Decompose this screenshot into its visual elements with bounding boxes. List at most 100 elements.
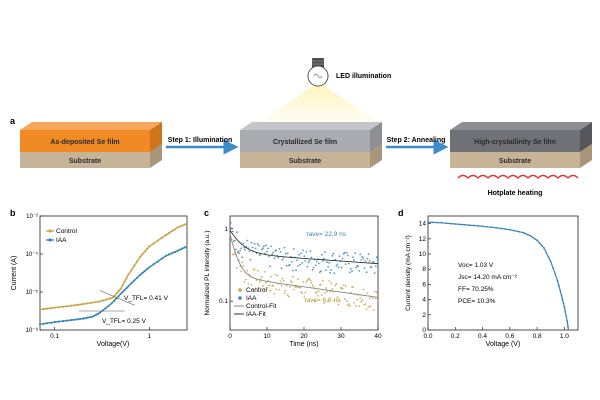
data-point-c-iaa (365, 271, 368, 274)
panel-b-label: b (10, 208, 16, 218)
data-point-c-control (242, 265, 245, 267)
xlabel-b: Voltage(V) (97, 341, 130, 348)
data-point-c-control (260, 275, 263, 278)
data-point-c-iaa (277, 256, 280, 259)
data-point-c-control (232, 253, 235, 256)
data-point-c-iaa (295, 269, 297, 272)
data-point-b-control (79, 303, 82, 306)
data-point-c-iaa (269, 265, 271, 268)
data-point-c-control (311, 284, 314, 286)
data-point-b-control (183, 223, 186, 226)
led-label: LED illumination (336, 73, 391, 80)
data-point-d (472, 224, 475, 227)
data-point-c-iaa (312, 266, 315, 269)
data-point-d (566, 320, 568, 322)
data-point-c-iaa (293, 248, 295, 250)
data-point-c-control (273, 292, 276, 295)
data-point-c-iaa (291, 260, 293, 263)
metric-pce: PCE= 10.3% (458, 298, 496, 305)
data-point-c-control (280, 285, 283, 287)
data-point-c-iaa (230, 227, 233, 230)
data-point-c-control (369, 305, 372, 308)
legend-b-iaa: IAA (56, 237, 67, 244)
data-point-c-iaa (271, 253, 274, 256)
data-point-b-control (117, 289, 120, 292)
data-point-c-control (355, 305, 357, 307)
x-tick-label-c: 20 (300, 333, 308, 340)
data-point-c-control (299, 286, 302, 289)
data-point-c-control (274, 273, 277, 276)
y-tick-label-d: 14 (419, 221, 427, 228)
data-point-b-iaa (130, 282, 133, 285)
data-point-b-control (66, 305, 69, 308)
data-point-b-control (111, 296, 114, 299)
data-point-c-control (291, 281, 293, 283)
data-point-c-control (272, 285, 275, 287)
data-point-b-iaa (152, 263, 155, 266)
data-point-c-control (292, 275, 294, 278)
data-point-c-control (251, 288, 254, 291)
data-point-b-iaa (79, 317, 82, 321)
data-point-c-iaa (275, 249, 278, 252)
data-point-d (427, 221, 429, 224)
data-point-d (527, 233, 529, 236)
data-point-c-iaa (239, 249, 242, 252)
data-point-c-control (366, 292, 369, 295)
data-point-b-iaa (119, 292, 122, 295)
annotation-c-tau-iaa: τave= 22.9 ns (306, 231, 347, 238)
y-tick-label-d: 8 (422, 266, 426, 273)
data-point-d (431, 221, 434, 224)
data-point-c-iaa (329, 271, 332, 274)
data-point-c-iaa (260, 248, 263, 251)
data-point-d (436, 221, 438, 224)
fit-line-c-iaa (229, 229, 379, 265)
x-tick-label-c: 0 (228, 333, 232, 340)
data-point-d (567, 326, 569, 328)
data-point-c-iaa (272, 251, 275, 254)
data-point-c-control (315, 291, 318, 293)
legend-marker-b-iaa (48, 238, 52, 242)
data-point-b-iaa (96, 312, 100, 315)
data-point-d (533, 237, 536, 240)
data-point-c-control (329, 290, 332, 293)
data-point-d (495, 226, 498, 229)
data-point-c-control (240, 270, 243, 273)
data-point-d (522, 231, 525, 234)
x-tick-label-d: 0.2 (451, 333, 460, 340)
data-point-c-iaa (253, 242, 256, 245)
data-point-b-control (164, 233, 168, 237)
data-point-c-control (345, 300, 348, 303)
x-tick-label-d: 0.8 (533, 333, 542, 340)
y-tick-label-b: 10⁻⁶ (26, 289, 39, 296)
data-point-c-iaa (354, 252, 356, 255)
data-point-c-control (375, 291, 378, 294)
data-point-c-control (322, 279, 324, 282)
data-point-b-control (53, 306, 56, 309)
xlabel-c: Time (ns) (289, 341, 318, 348)
data-point-c-iaa (326, 261, 328, 264)
data-point-b-iaa (98, 311, 101, 314)
data-point-c-control (296, 286, 298, 289)
data-point-b-control (49, 307, 53, 310)
y-tick-label-d: 4 (422, 297, 426, 304)
data-point-c-control (284, 290, 287, 292)
data-point-b-control (105, 298, 108, 301)
data-point-c-control (364, 303, 367, 305)
data-point-b-iaa (70, 319, 73, 322)
data-point-b-control (136, 260, 139, 263)
data-point-b-iaa (176, 249, 179, 252)
panel-d-label: d (398, 208, 404, 218)
data-point-d (477, 225, 479, 227)
data-point-c-control (358, 305, 361, 307)
data-point-c-control (301, 292, 304, 294)
data-point-d (468, 224, 470, 227)
data-point-c-iaa (248, 250, 251, 253)
data-point-c-iaa (324, 251, 326, 254)
data-point-b-control (119, 287, 122, 290)
data-point-b-iaa (61, 320, 65, 323)
data-point-c-control (250, 284, 253, 286)
data-point-c-iaa (338, 255, 341, 258)
data-point-b-iaa (148, 266, 151, 269)
data-point-d (440, 221, 443, 224)
substrate-label-3: Substrate (499, 158, 531, 165)
